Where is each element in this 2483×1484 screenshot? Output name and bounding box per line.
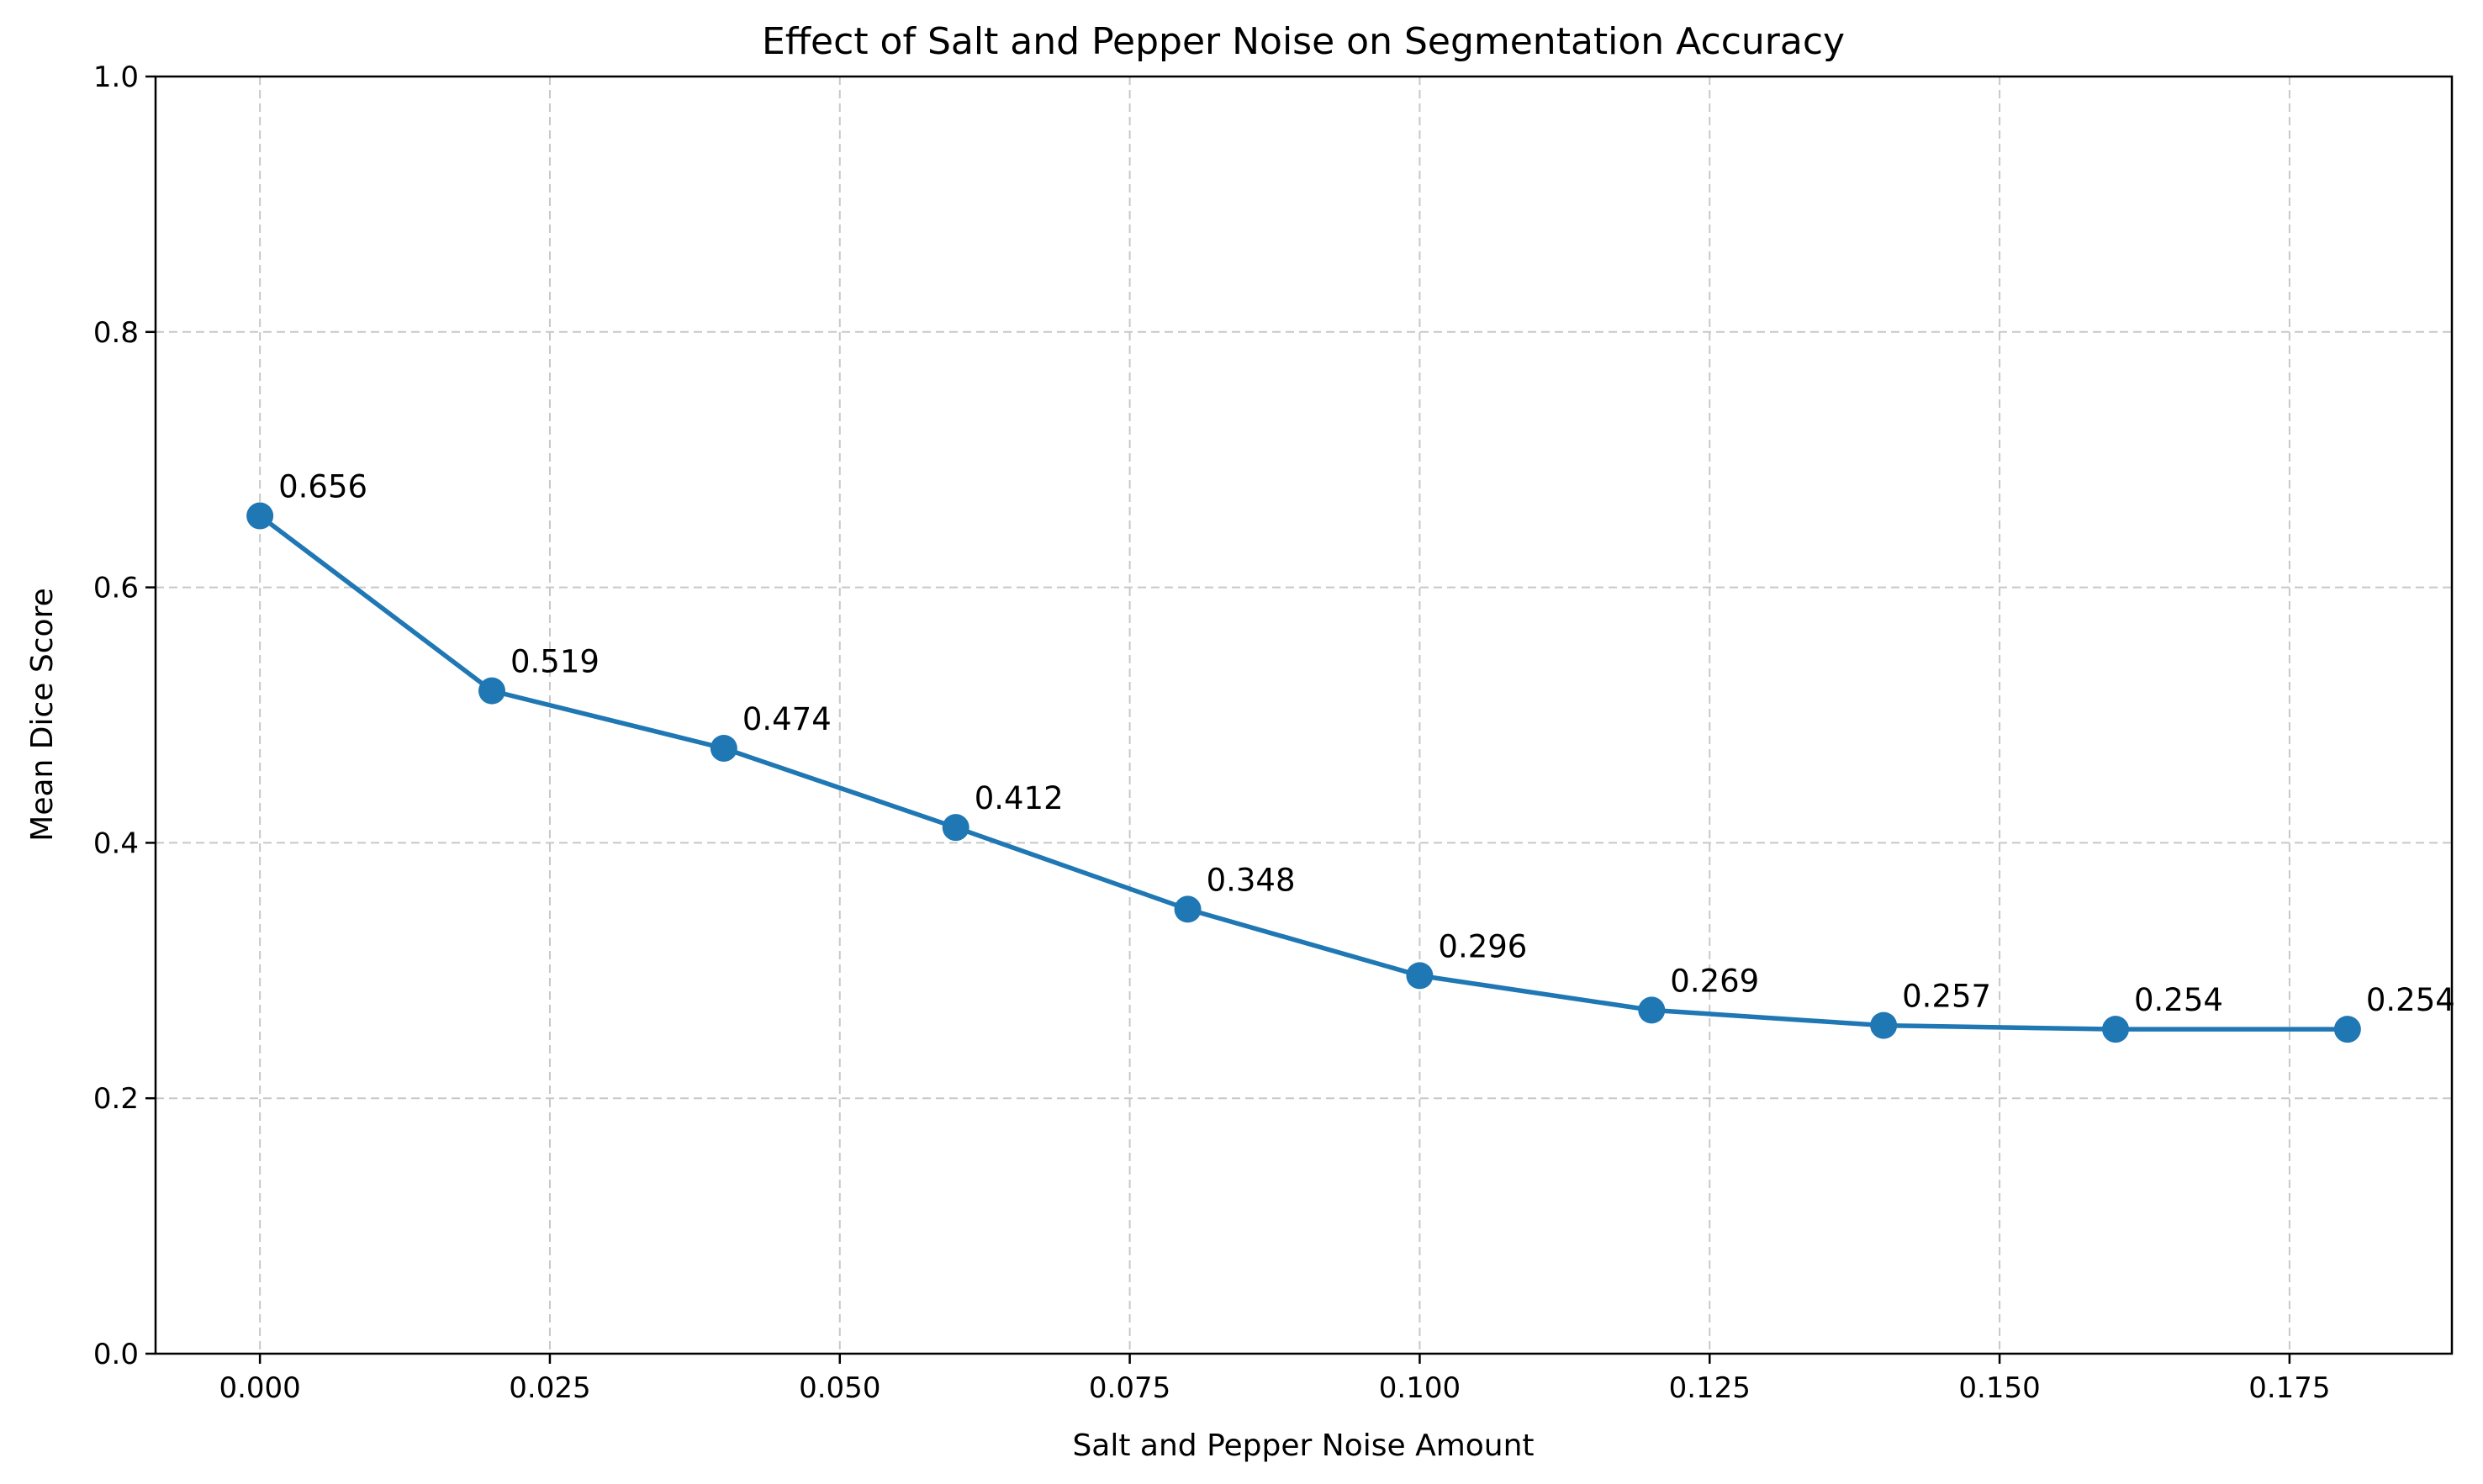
data-point-label: 0.519	[510, 644, 600, 680]
data-point-label: 0.296	[1438, 928, 1527, 964]
y-tick-label: 0.4	[93, 826, 139, 860]
data-point-label: 0.348	[1207, 862, 1296, 898]
data-point-label: 0.412	[975, 780, 1064, 816]
data-point	[478, 677, 505, 705]
x-tick-label: 0.025	[509, 1371, 590, 1405]
data-point	[2333, 1016, 2361, 1043]
x-axis-label: Salt and Pepper Noise Amount	[1072, 1429, 1534, 1463]
plot-frame	[154, 75, 2454, 1355]
data-point	[1406, 962, 1434, 990]
axis-ticks: 0.000 0.025 0.050 0.075 0.100 0.125 0.150 0.175…	[93, 61, 2331, 1405]
data-point	[942, 814, 969, 842]
x-tick-label: 0.050	[799, 1371, 880, 1405]
data-point	[1638, 996, 1666, 1024]
data-point	[2102, 1016, 2130, 1043]
y-tick-label: 1.0	[93, 61, 139, 94]
data-point-label: 0.474	[742, 701, 832, 737]
series-line	[257, 513, 2350, 1032]
x-tick-label: 0.125	[1669, 1371, 1751, 1405]
chart-title: Effect of Salt and Pepper Noise on Segme…	[762, 20, 1845, 63]
series-layer	[246, 502, 2361, 1043]
data-point-label: 0.254	[2134, 982, 2223, 1018]
data-point-label: 0.269	[1670, 963, 1759, 999]
x-tick-label: 0.175	[2248, 1371, 2330, 1405]
x-tick-label: 0.150	[1958, 1371, 2040, 1405]
data-point	[1174, 895, 1202, 923]
y-tick-label: 0.6	[93, 572, 139, 605]
data-point	[1870, 1011, 1898, 1039]
y-axis-label: Mean Dice Score	[25, 588, 60, 841]
data-point	[246, 502, 274, 530]
data-point-label: 0.254	[2366, 982, 2455, 1018]
x-tick-label: 0.000	[219, 1371, 300, 1405]
y-tick-label: 0.0	[93, 1338, 139, 1371]
data-point-label: 0.656	[278, 469, 367, 505]
x-tick-label: 0.075	[1089, 1371, 1170, 1405]
data-point	[710, 734, 737, 762]
data-labels: 0.656 0.519 0.474 0.412 0.348 0.296 0.269 0.257…	[278, 469, 2455, 1019]
data-point-label: 0.257	[1902, 979, 1991, 1015]
x-tick-label: 0.100	[1379, 1371, 1461, 1405]
y-tick-label: 0.8	[93, 316, 139, 350]
y-tick-label: 0.2	[93, 1082, 139, 1116]
grid	[156, 76, 2452, 1355]
